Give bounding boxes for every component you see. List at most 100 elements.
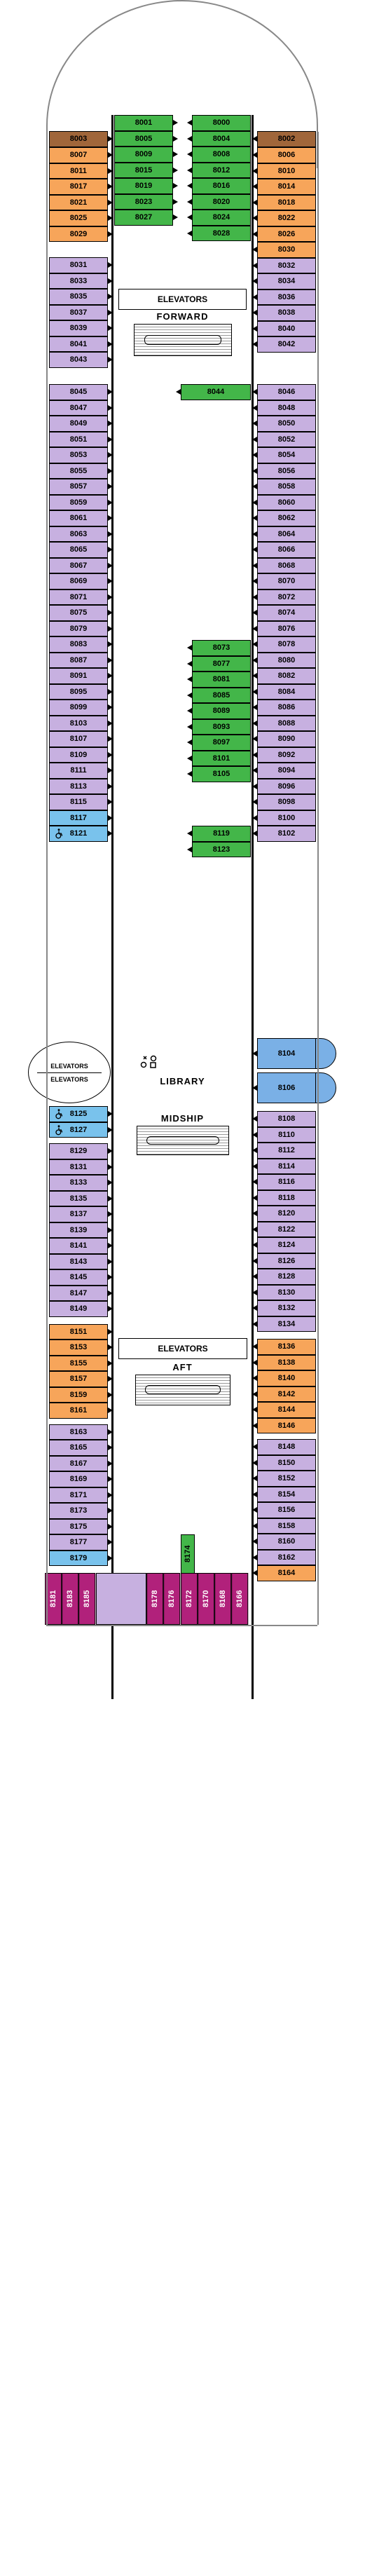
cabin-8163: 8163 bbox=[49, 1424, 108, 1440]
cabin-8052: 8052 bbox=[257, 432, 316, 448]
cabin-8005: 8005 bbox=[114, 131, 173, 147]
cabin-8048: 8048 bbox=[257, 400, 316, 416]
cabin-8076: 8076 bbox=[257, 621, 316, 637]
cabin-8185: 8185 bbox=[78, 1573, 95, 1625]
hull-stbd bbox=[317, 132, 319, 1625]
cabin-8144: 8144 bbox=[257, 1402, 316, 1418]
cabin-8063: 8063 bbox=[49, 526, 108, 543]
cabin-8171: 8171 bbox=[49, 1487, 108, 1504]
cabin-8153: 8153 bbox=[49, 1340, 108, 1356]
cabin-8042: 8042 bbox=[257, 336, 316, 353]
cabin-8062: 8062 bbox=[257, 510, 316, 526]
cabin-8084: 8084 bbox=[257, 684, 316, 700]
cabin-8131: 8131 bbox=[49, 1159, 108, 1175]
aft-lilac-fill bbox=[96, 1573, 147, 1625]
cabin-8146: 8146 bbox=[257, 1418, 316, 1434]
cabin-8166: 8166 bbox=[231, 1573, 248, 1625]
cabin-8003: 8003 bbox=[49, 131, 108, 147]
cabin-8018: 8018 bbox=[257, 195, 316, 211]
cabin-8152: 8152 bbox=[257, 1471, 316, 1487]
cabin-8046: 8046 bbox=[257, 384, 316, 400]
stairs-midship bbox=[137, 1126, 229, 1155]
cabin-8134: 8134 bbox=[257, 1316, 316, 1333]
cabin-8145: 8145 bbox=[49, 1269, 108, 1286]
cabin-8139: 8139 bbox=[49, 1222, 108, 1239]
cabin-8095: 8095 bbox=[49, 684, 108, 700]
cabin-8065: 8065 bbox=[49, 542, 108, 558]
cabin-8157: 8157 bbox=[49, 1371, 108, 1387]
cabin-8037: 8037 bbox=[49, 305, 108, 321]
cabin-8024: 8024 bbox=[192, 210, 251, 226]
cabin-8130: 8130 bbox=[257, 1285, 316, 1301]
cabin-8114: 8114 bbox=[257, 1159, 316, 1175]
forward-label: FORWARD bbox=[114, 311, 251, 322]
cabin-8168: 8168 bbox=[214, 1573, 231, 1625]
cabin-8008: 8008 bbox=[192, 146, 251, 163]
cabin-8033: 8033 bbox=[49, 273, 108, 289]
cabin-8012: 8012 bbox=[192, 163, 251, 179]
cabin-8058: 8058 bbox=[257, 479, 316, 495]
cabin-8043: 8043 bbox=[49, 352, 108, 368]
cabin-8135: 8135 bbox=[49, 1191, 108, 1207]
cabin-8098: 8098 bbox=[257, 794, 316, 810]
cabin-8081: 8081 bbox=[192, 672, 251, 688]
cabin-8164: 8164 bbox=[257, 1565, 316, 1581]
cabin-8047: 8047 bbox=[49, 400, 108, 416]
cabin-8053: 8053 bbox=[49, 447, 108, 463]
cabin-8149: 8149 bbox=[49, 1301, 108, 1317]
cabin-8070: 8070 bbox=[257, 573, 316, 590]
elevators-forward: ELEVATORS bbox=[118, 289, 247, 310]
cabin-8179: 8179 bbox=[49, 1551, 108, 1567]
cabin-8080: 8080 bbox=[257, 653, 316, 669]
cabin-8122: 8122 bbox=[257, 1222, 316, 1238]
cabin-8150: 8150 bbox=[257, 1455, 316, 1471]
library-label: LIBRARY bbox=[114, 1076, 251, 1086]
cabin-8039: 8039 bbox=[49, 320, 108, 336]
cabin-8025: 8025 bbox=[49, 210, 108, 226]
cabin-8092: 8092 bbox=[257, 747, 316, 763]
cabin-8148: 8148 bbox=[257, 1439, 316, 1455]
hull-stern bbox=[46, 1625, 317, 1626]
cabin-8069: 8069 bbox=[49, 573, 108, 590]
wheelchair-icon bbox=[53, 828, 64, 843]
cabin-8071: 8071 bbox=[49, 590, 108, 606]
wheelchair-icon bbox=[53, 1124, 64, 1139]
cabin-8011: 8011 bbox=[49, 163, 108, 179]
cabin-8102: 8102 bbox=[257, 826, 316, 842]
cabin-8082: 8082 bbox=[257, 668, 316, 684]
cabin-8026: 8026 bbox=[257, 226, 316, 243]
cabin-8170: 8170 bbox=[198, 1573, 214, 1625]
cabin-8086: 8086 bbox=[257, 700, 316, 716]
cabin-8072: 8072 bbox=[257, 590, 316, 606]
cabin-8141: 8141 bbox=[49, 1238, 108, 1254]
cabin-8120: 8120 bbox=[257, 1206, 316, 1222]
cabin-8023: 8023 bbox=[114, 194, 173, 210]
cabin-8041: 8041 bbox=[49, 336, 108, 353]
cabin-8000: 8000 bbox=[192, 115, 251, 131]
cabin-8006: 8006 bbox=[257, 147, 316, 163]
cabin-8045: 8045 bbox=[49, 384, 108, 400]
cabin-8119: 8119 bbox=[192, 826, 251, 842]
cabin-8096: 8096 bbox=[257, 779, 316, 795]
elevators-aft: ELEVATORS bbox=[118, 1338, 247, 1359]
cabin-8067: 8067 bbox=[49, 558, 108, 574]
hull-port bbox=[46, 132, 48, 1625]
cabin-8116: 8116 bbox=[257, 1174, 316, 1190]
cabin-8129: 8129 bbox=[49, 1143, 108, 1159]
cabin-8123: 8123 bbox=[192, 842, 251, 858]
cabin-8087: 8087 bbox=[49, 653, 108, 669]
cabin-8132: 8132 bbox=[257, 1300, 316, 1316]
cabin-8031: 8031 bbox=[49, 257, 108, 273]
cabin-8016: 8016 bbox=[192, 178, 251, 194]
cabin-8165: 8165 bbox=[49, 1440, 108, 1456]
cabin-8004: 8004 bbox=[192, 131, 251, 147]
cabin-8133: 8133 bbox=[49, 1175, 108, 1191]
cabin-8049: 8049 bbox=[49, 416, 108, 432]
cabin-8074: 8074 bbox=[257, 605, 316, 621]
cabin-8142: 8142 bbox=[257, 1386, 316, 1403]
cabin-8029: 8029 bbox=[49, 226, 108, 243]
cabin-8001: 8001 bbox=[114, 115, 173, 131]
aft-label: AFT bbox=[114, 1362, 251, 1372]
cabin-8154: 8154 bbox=[257, 1487, 316, 1503]
cabin-8156: 8156 bbox=[257, 1502, 316, 1518]
